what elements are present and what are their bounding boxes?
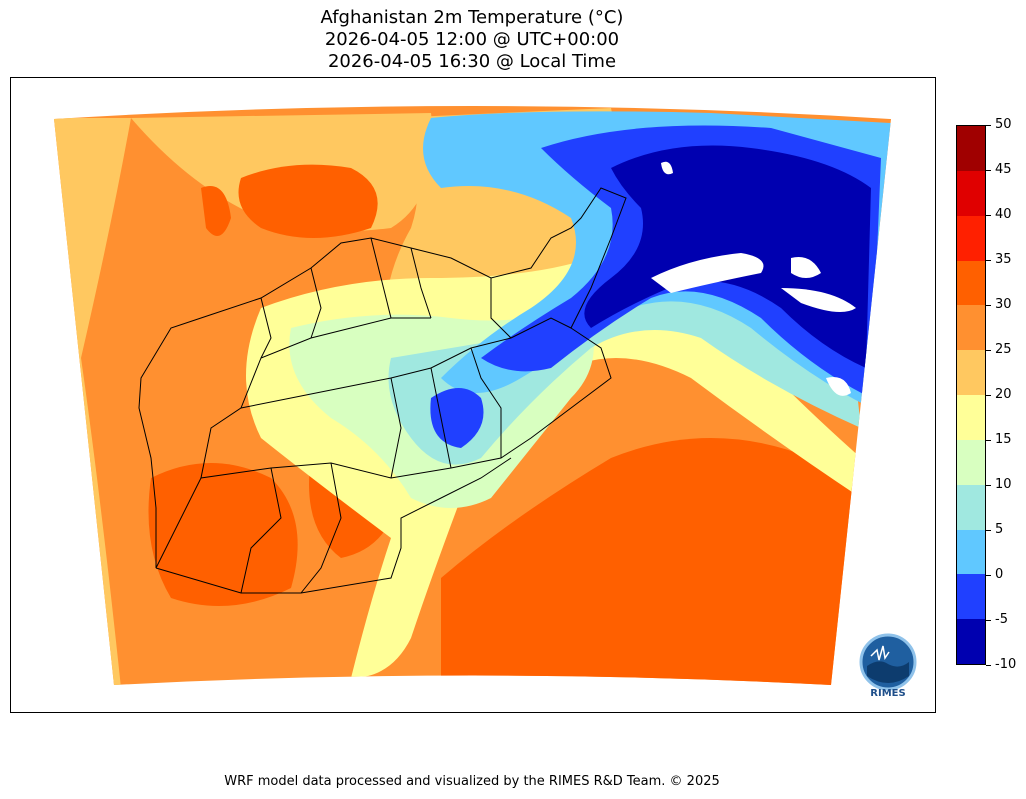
map-panel <box>10 77 936 713</box>
colorbar-segment <box>957 529 985 575</box>
colorbar-tick <box>986 350 991 351</box>
colorbar-tick <box>986 665 991 666</box>
map-title-line-2: 2026-04-05 12:00 @ UTC+00:00 <box>324 29 620 50</box>
temperature-map <box>54 106 891 685</box>
colorbar-segment <box>957 619 985 665</box>
temp-below-minus10-4 <box>661 161 673 175</box>
colorbar-tick-label: 20 <box>995 387 1012 402</box>
colorbar-tick-label: 30 <box>995 297 1012 312</box>
colorbar-segment <box>957 350 985 396</box>
colorbar-tick <box>986 305 991 306</box>
colorbar-segment <box>957 574 985 620</box>
colorbar-tick-label: 50 <box>995 117 1012 132</box>
temperature-field <box>54 106 891 685</box>
colorbar-tick <box>986 260 991 261</box>
temp-band-30-35-north-small <box>201 186 231 236</box>
colorbar-segment <box>957 170 985 217</box>
map-title-line-3: 2026-04-05 16:30 @ Local Time <box>327 51 617 72</box>
colorbar-tick-label: 45 <box>995 162 1012 177</box>
map-title-line-1: Afghanistan 2m Temperature (°C) <box>320 7 624 28</box>
rimes-logo: RIMES <box>859 633 917 699</box>
rimes-logo-ring <box>859 633 917 691</box>
temp-band-30-35-southeast <box>441 438 871 685</box>
temp-band-30-35-north <box>238 164 378 238</box>
colorbar-tick-label: 0 <box>995 567 1004 582</box>
footer-credit: WRF model data processed and visualized … <box>224 774 720 789</box>
colorbar-tick <box>986 215 991 216</box>
colorbar-tick-label: 40 <box>995 207 1012 222</box>
temp-below-minus10-1 <box>651 253 764 293</box>
colorbar-segment <box>957 260 985 306</box>
colorbar <box>956 125 986 665</box>
rimes-logo-wave <box>867 661 909 683</box>
colorbar-segment <box>957 484 985 530</box>
colorbar-tick-label: -10 <box>995 657 1017 672</box>
colorbar-tick <box>986 395 991 396</box>
colorbar-tick <box>986 125 991 126</box>
colorbar-tick-label: -5 <box>995 612 1008 627</box>
temp-band-30-35-southwest <box>148 463 298 606</box>
colorbar-tick-label: 25 <box>995 342 1012 357</box>
colorbar-tick-label: 35 <box>995 252 1012 267</box>
colorbar-segment <box>957 126 985 172</box>
colorbar-tick-label: 10 <box>995 477 1012 492</box>
colorbar-tick <box>986 485 991 486</box>
colorbar-tick-label: 15 <box>995 432 1012 447</box>
colorbar-tick <box>986 575 991 576</box>
province-boundaries <box>138 187 627 594</box>
rimes-logo-text: RIMES <box>870 688 905 699</box>
colorbar-segment <box>957 305 985 351</box>
colorbar-segment <box>957 215 985 261</box>
colorbar-tick-label: 5 <box>995 522 1004 537</box>
colorbar-tick <box>986 620 991 621</box>
temp-below-minus10-3 <box>781 288 856 312</box>
colorbar-segment <box>957 439 985 486</box>
temp-below-minus10-2 <box>791 257 821 278</box>
colorbar-segment <box>957 395 985 441</box>
colorbar-tick <box>986 170 991 171</box>
rimes-logo-seismo <box>870 645 890 661</box>
colorbar-tick <box>986 440 991 441</box>
colorbar-tick <box>986 530 991 531</box>
temp-below-minus10-5 <box>826 377 851 396</box>
